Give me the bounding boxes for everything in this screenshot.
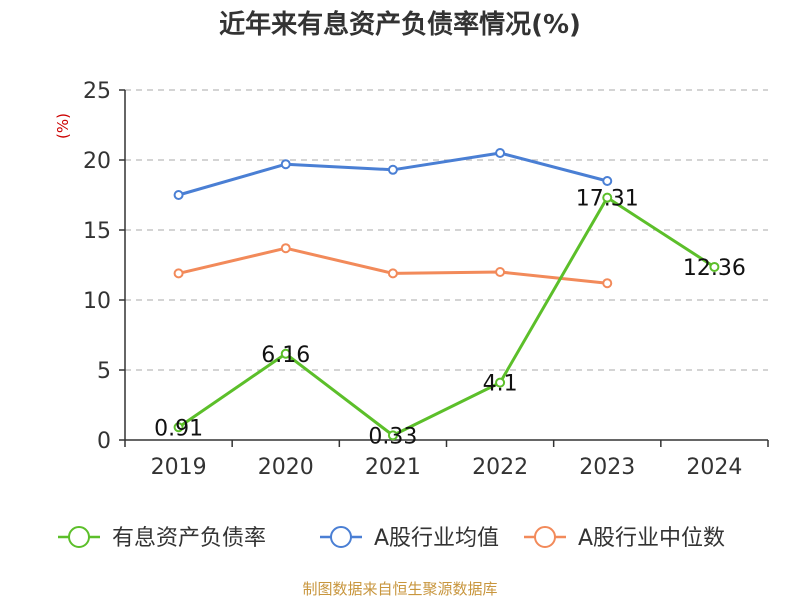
- legend-marker: [68, 526, 90, 548]
- y-axis-unit: (%): [54, 113, 72, 139]
- legend-marker: [330, 526, 352, 548]
- data-label: 17.31: [576, 187, 639, 212]
- source-note: 制图数据来自恒生聚源数据库: [302, 580, 497, 598]
- grid: [125, 89, 768, 371]
- x-tick-label: 2021: [365, 455, 421, 480]
- data-label: 0.91: [154, 416, 203, 441]
- legend-marker: [534, 526, 556, 548]
- data-point: [173, 422, 184, 433]
- y-tick-label: 10: [83, 289, 111, 314]
- data-labels: 0.91 6.16 0.33 4.1 17.31 12.36: [154, 187, 746, 450]
- data-point: [280, 159, 291, 170]
- x-tick-label: 2023: [579, 455, 635, 480]
- x-tick-label: 2020: [258, 455, 314, 480]
- y-tick-label: 20: [83, 149, 111, 174]
- chart-title: 近年来有息资产负债率情况(%): [219, 9, 581, 40]
- x-tick-label: 2022: [472, 455, 528, 480]
- y-tick-label: 15: [83, 219, 111, 244]
- data-label: 12.36: [683, 256, 746, 281]
- data-point: [602, 176, 613, 186]
- data-point: [387, 430, 398, 441]
- data-label: 0.33: [368, 424, 417, 449]
- data-point: [495, 377, 506, 388]
- legend: 有息资产负债率 A股行业均值 A股行业中位数: [58, 526, 725, 551]
- legend-label: 有息资产负债率: [112, 526, 266, 551]
- legend-label: A股行业中位数: [578, 526, 725, 551]
- data-label: 6.16: [261, 343, 310, 368]
- data-point: [602, 278, 613, 289]
- series-line-0: [177, 196, 716, 437]
- data-point: [602, 192, 613, 203]
- data-point: [495, 148, 506, 158]
- series: [173, 148, 720, 441]
- data-point: [495, 267, 506, 277]
- data-point: [173, 268, 184, 279]
- x-tick-label: 2019: [151, 455, 207, 480]
- legend-label: A股行业均值: [374, 526, 499, 551]
- data-point: [173, 190, 184, 200]
- axes: 0 5 10 15 20 25 2019 2020 2021 2022 2023 2024: [83, 79, 769, 480]
- data-point: [387, 164, 398, 175]
- data-point: [280, 243, 291, 254]
- y-tick-label: 0: [97, 429, 111, 454]
- data-label: 4.1: [483, 372, 518, 397]
- y-tick-label: 25: [83, 79, 111, 104]
- y-tick-label: 5: [97, 359, 111, 384]
- data-point: [387, 268, 398, 279]
- x-tick-label: 2024: [686, 455, 742, 480]
- data-point: [280, 348, 291, 359]
- data-point: [709, 261, 720, 272]
